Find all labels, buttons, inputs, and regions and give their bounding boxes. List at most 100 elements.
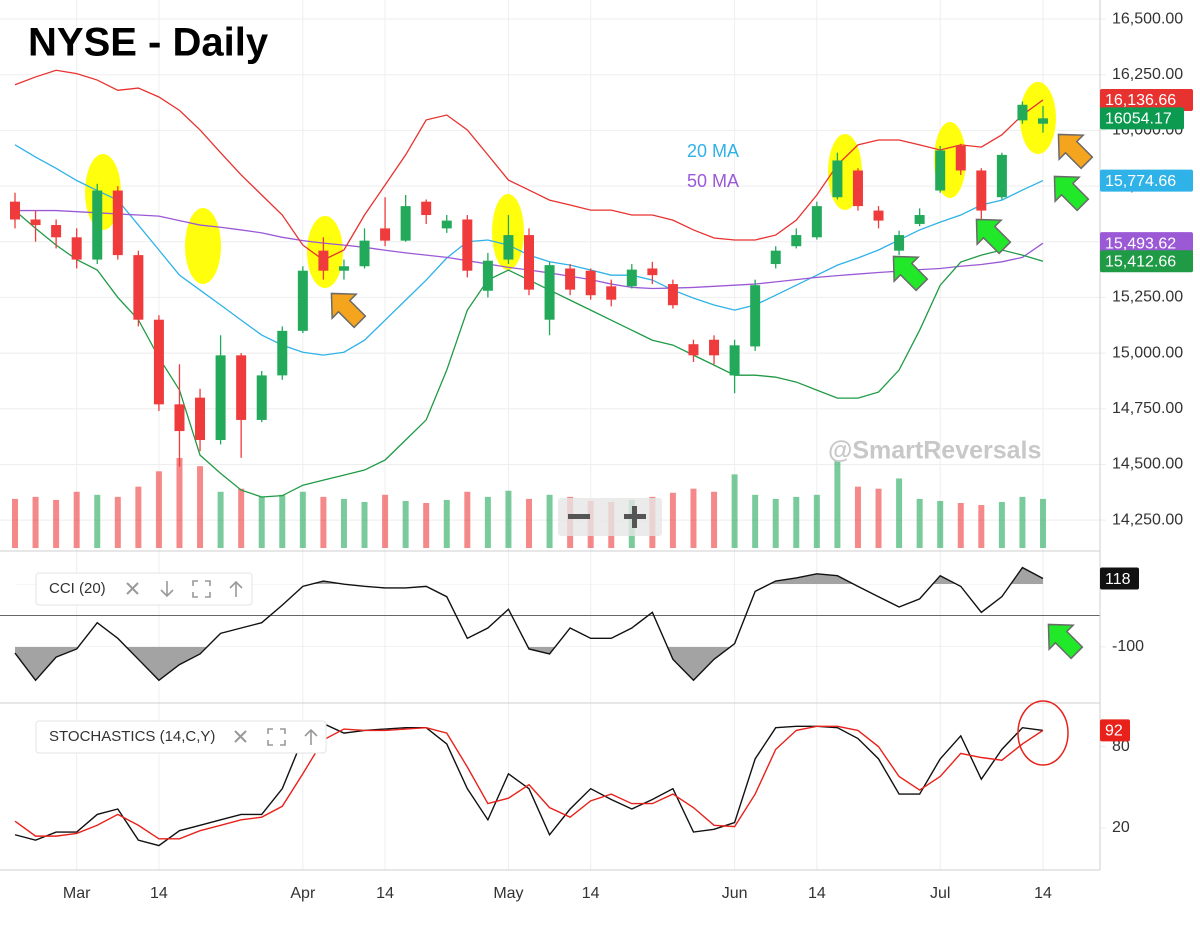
x-tick-label: 14: [582, 885, 600, 902]
volume-bar: [361, 501, 368, 548]
line-label: 20 MA: [687, 141, 739, 161]
price-tag: [1100, 232, 1193, 255]
volume-bar: [669, 492, 676, 548]
candle-body: [606, 286, 617, 300]
y-tick-label: -100: [1112, 638, 1144, 655]
volume-bar: [875, 488, 882, 548]
y-tick-label: 14,500.00: [1112, 456, 1183, 473]
arrow: [1057, 133, 1094, 170]
price-tag: [1100, 169, 1193, 192]
volume-bar: [12, 498, 18, 548]
volume-bar: [526, 498, 532, 548]
candle-body: [729, 345, 740, 376]
arrow: [892, 255, 929, 292]
candle-body: [852, 170, 863, 207]
price-tag: [1100, 567, 1139, 590]
maximize-icon[interactable]: [267, 728, 286, 746]
volume-bar: [957, 503, 964, 548]
highlight: [1020, 82, 1056, 154]
x-tick-label: 14: [376, 885, 394, 902]
chart-title: NYSE - Daily: [28, 21, 269, 65]
y-tick-label: 16,250.00: [1112, 66, 1183, 83]
indicator-line: [14, 69, 1044, 261]
arrow: [975, 218, 1012, 255]
volume-bar: [896, 478, 903, 548]
candle-body: [441, 220, 452, 229]
candle-body: [894, 235, 905, 251]
zoom-out-button[interactable]: [568, 514, 590, 519]
volume-bar: [690, 488, 697, 548]
zoom-control: [558, 498, 662, 536]
price-tag: [1100, 250, 1193, 273]
volume-bar: [155, 471, 162, 548]
move-up-icon[interactable]: [229, 580, 243, 597]
volume-bar: [711, 491, 718, 548]
candle-body: [421, 201, 432, 216]
candle-body: [153, 319, 164, 405]
candle-body: [811, 206, 822, 238]
volume-bar: [772, 498, 779, 548]
indicator-line: [14, 725, 1044, 840]
candle-body: [277, 330, 288, 376]
candle-body: [647, 268, 658, 276]
volume-bar: [793, 496, 800, 548]
maximize-icon[interactable]: [192, 580, 211, 598]
x-tick-label: 14: [808, 885, 826, 902]
candle-body: [51, 225, 62, 238]
candle-body: [914, 215, 925, 224]
volume-bar: [505, 490, 512, 548]
candle-body: [338, 266, 349, 271]
volume-bar: [423, 503, 430, 548]
y-tick-label: 20: [1112, 819, 1130, 836]
volume-bar: [382, 494, 389, 548]
legend-box: [35, 720, 327, 754]
candle-body: [10, 201, 20, 220]
zoom-in-button[interactable]: [632, 506, 637, 528]
candle-body: [256, 375, 267, 420]
candle-body: [71, 237, 82, 260]
y-tick-label: 16,500.00: [1112, 10, 1183, 27]
candle-body: [380, 228, 391, 241]
volume-bar: [53, 499, 60, 548]
watermark: @SmartReversals: [828, 437, 1041, 465]
x-tick-label: Mar: [63, 885, 91, 902]
volume-bar: [340, 498, 347, 548]
candle-body: [832, 160, 843, 198]
move-down-icon[interactable]: [160, 581, 174, 598]
close-icon[interactable]: [234, 730, 247, 743]
volume-bar: [176, 458, 183, 548]
volume-bar: [73, 491, 80, 548]
candle-body: [482, 260, 493, 291]
close-icon[interactable]: [126, 582, 139, 595]
volume-bar: [402, 500, 409, 548]
volume-bar: [834, 461, 841, 548]
candle-body: [1038, 118, 1048, 124]
volume-bar: [464, 491, 471, 548]
volume-bar: [279, 494, 286, 548]
candle-body: [976, 170, 987, 211]
volume-bar: [813, 494, 820, 548]
volume-bar: [320, 496, 327, 548]
price-tag-label: 92: [1105, 723, 1123, 740]
move-up-icon[interactable]: [304, 728, 318, 745]
candle-body: [935, 150, 946, 191]
volume-bar: [998, 501, 1005, 548]
candle-body: [112, 190, 123, 256]
volume-bar: [731, 474, 738, 548]
volume-bar: [1040, 498, 1046, 548]
candle-body: [565, 268, 576, 290]
volume-bar: [916, 498, 923, 548]
x-tick-label: 14: [150, 885, 168, 902]
x-tick-label: 14: [1034, 885, 1052, 902]
highlight-circle: [1017, 700, 1069, 766]
volume-bar: [258, 496, 265, 548]
y-tick-label: 14,250.00: [1112, 511, 1183, 528]
volume-bar: [299, 491, 306, 548]
candle-body: [215, 355, 226, 440]
arrow: [330, 292, 367, 329]
arrow: [1053, 175, 1090, 212]
indicator-line: [14, 722, 1044, 847]
candle-body: [503, 235, 514, 260]
highlight: [185, 208, 221, 284]
